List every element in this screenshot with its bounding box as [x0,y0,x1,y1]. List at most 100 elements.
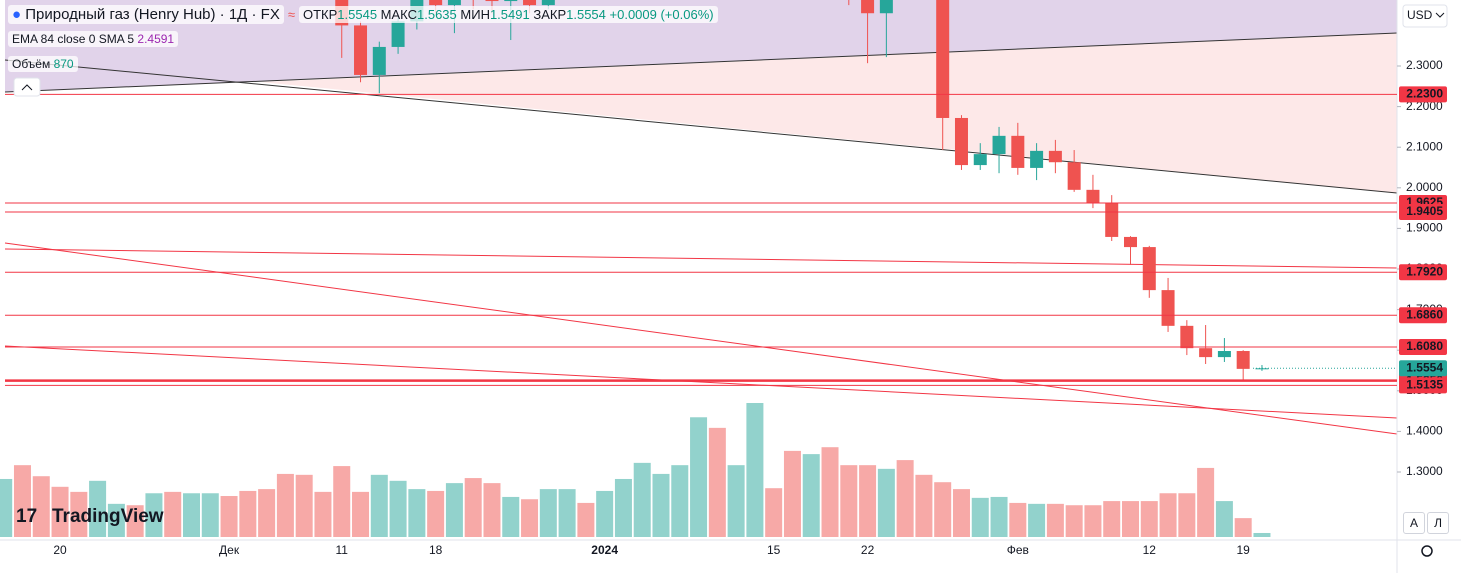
volume-bar [971,497,989,537]
volume-bar [164,491,182,537]
candle-body [523,0,537,6]
volume-bar [276,473,294,537]
chevron [1435,12,1445,18]
volume-bar [1122,501,1139,537]
candle-body [429,0,443,6]
price-tag [1399,264,1447,281]
candle-body [1105,202,1119,237]
volume-bar [859,465,877,537]
label: МАКС [380,7,417,22]
volume-bar [633,462,651,537]
title: Природный газ (Henry Hub) · 1Д · FX [25,6,280,23]
volume-bar [445,483,463,537]
volume-bar [990,496,1008,537]
volume-bar [802,454,820,537]
volume-bar [840,465,858,537]
log-scale-button[interactable]: Л [1427,512,1449,534]
x-tick-label: Фев [1007,543,1029,557]
price-tag-label: 1.7920 [1406,264,1443,278]
candle-body [485,0,499,2]
candle-body [1011,135,1025,168]
volume-bar [1178,493,1196,537]
legend-volume: Объём 870 [8,56,78,72]
volume-bar [877,468,895,537]
collapse-button[interactable] [13,77,41,97]
candle-body [1142,247,1156,291]
volume-bar [783,450,801,537]
volume-bar [1234,518,1252,537]
indicator-value: 2.4591 [137,32,175,46]
volume-bar [934,482,952,537]
volume-bar [539,489,557,537]
channel-zone [5,0,1397,92]
volume-bar [708,427,726,537]
volume-bar [183,493,200,537]
volume-bar [70,491,88,537]
candle-body [1199,348,1213,358]
volume-bar [765,488,783,537]
volume-bar [596,490,614,537]
candle-body [1236,351,1250,369]
settings-icon[interactable] [1421,545,1433,557]
volume-bar [915,474,933,537]
price-tag [1399,377,1447,394]
y-tick-label: 2.3000 [1406,58,1443,72]
legend-main: ● Природный газ (Henry Hub) · 1Д · FX ≈ … [8,5,718,24]
x-tick-label: 20 [53,543,67,557]
volume-bar [1065,505,1083,537]
candle-body [1217,351,1231,358]
volume-bar [671,465,689,537]
candle-body [354,25,368,75]
candle-body [973,154,987,166]
volume-bar [51,486,69,537]
logo-text: TradingView [52,506,164,527]
volume-bar [1140,501,1158,537]
price-tag-label: 1.5135 [1406,377,1443,391]
price-tag-label: 2.2300 [1406,87,1443,101]
volume-bar [333,466,351,537]
candle-body [504,0,518,2]
volume-bar [483,483,501,537]
volume-bar [126,505,144,537]
price-tag [1399,203,1447,220]
candle-body [861,0,875,14]
candle-body [936,0,950,118]
candle-body [954,117,968,166]
y-tick-label: 2.1000 [1406,139,1443,153]
auto-scale-button[interactable]: A [1403,512,1425,534]
volume-bar [558,489,576,537]
y-tick-label: 1.4000 [1406,424,1443,438]
value: 1.5491 [489,7,530,22]
volume-bar [464,478,482,537]
volume-bar [295,474,313,537]
volume-bar [1084,505,1102,537]
volume-bar [314,491,332,537]
volume-bar [690,417,708,537]
volume-legend: Объём 870 [8,56,78,72]
volume-bar [614,478,632,537]
trend-line [4,59,1398,194]
trend-line [4,242,1398,435]
drawings [4,0,1398,435]
volume-bar [727,465,745,537]
candle-body [372,46,386,75]
candle-body [391,21,405,47]
price-tag-label: 1.5554 [1406,360,1443,374]
candle-body [1030,150,1044,168]
currency-button[interactable] [1402,4,1448,28]
volume-bar [408,489,426,537]
x-tick-label: 12 [1143,543,1157,557]
label: МИН [460,7,490,22]
x-tick-label: 18 [429,543,443,557]
volume-bar [952,489,970,537]
logo-mark: 17 [16,506,37,527]
volume-bar [220,496,238,537]
candle-body [1180,325,1194,349]
candle-body [1124,236,1137,248]
volume-bar [427,490,445,537]
volume-bar [145,493,163,537]
candle-body [879,0,893,14]
candle-body [1255,368,1269,370]
volume-bar [746,403,764,537]
